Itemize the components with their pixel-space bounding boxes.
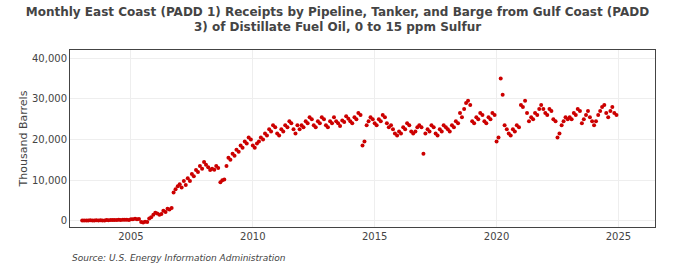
svg-text:2010: 2010 (240, 231, 265, 242)
svg-text:Monthly East Coast (PADD 1) Re: Monthly East Coast (PADD 1) Receipts by … (26, 5, 650, 35)
svg-text:0: 0 (61, 215, 67, 226)
svg-text:10,000: 10,000 (32, 175, 67, 186)
svg-text:Thousand Barrels: Thousand Barrels (17, 90, 30, 187)
svg-text:2015: 2015 (362, 231, 387, 242)
svg-text:2005: 2005 (118, 231, 143, 242)
svg-text:2025: 2025 (606, 231, 631, 242)
svg-text:30,000: 30,000 (32, 93, 67, 104)
svg-text:2020: 2020 (484, 231, 509, 242)
svg-text:20,000: 20,000 (32, 134, 67, 145)
svg-text:Source: U.S. Energy Informatio: Source: U.S. Energy Information Administ… (72, 253, 286, 263)
svg-text:40,000: 40,000 (32, 53, 67, 64)
